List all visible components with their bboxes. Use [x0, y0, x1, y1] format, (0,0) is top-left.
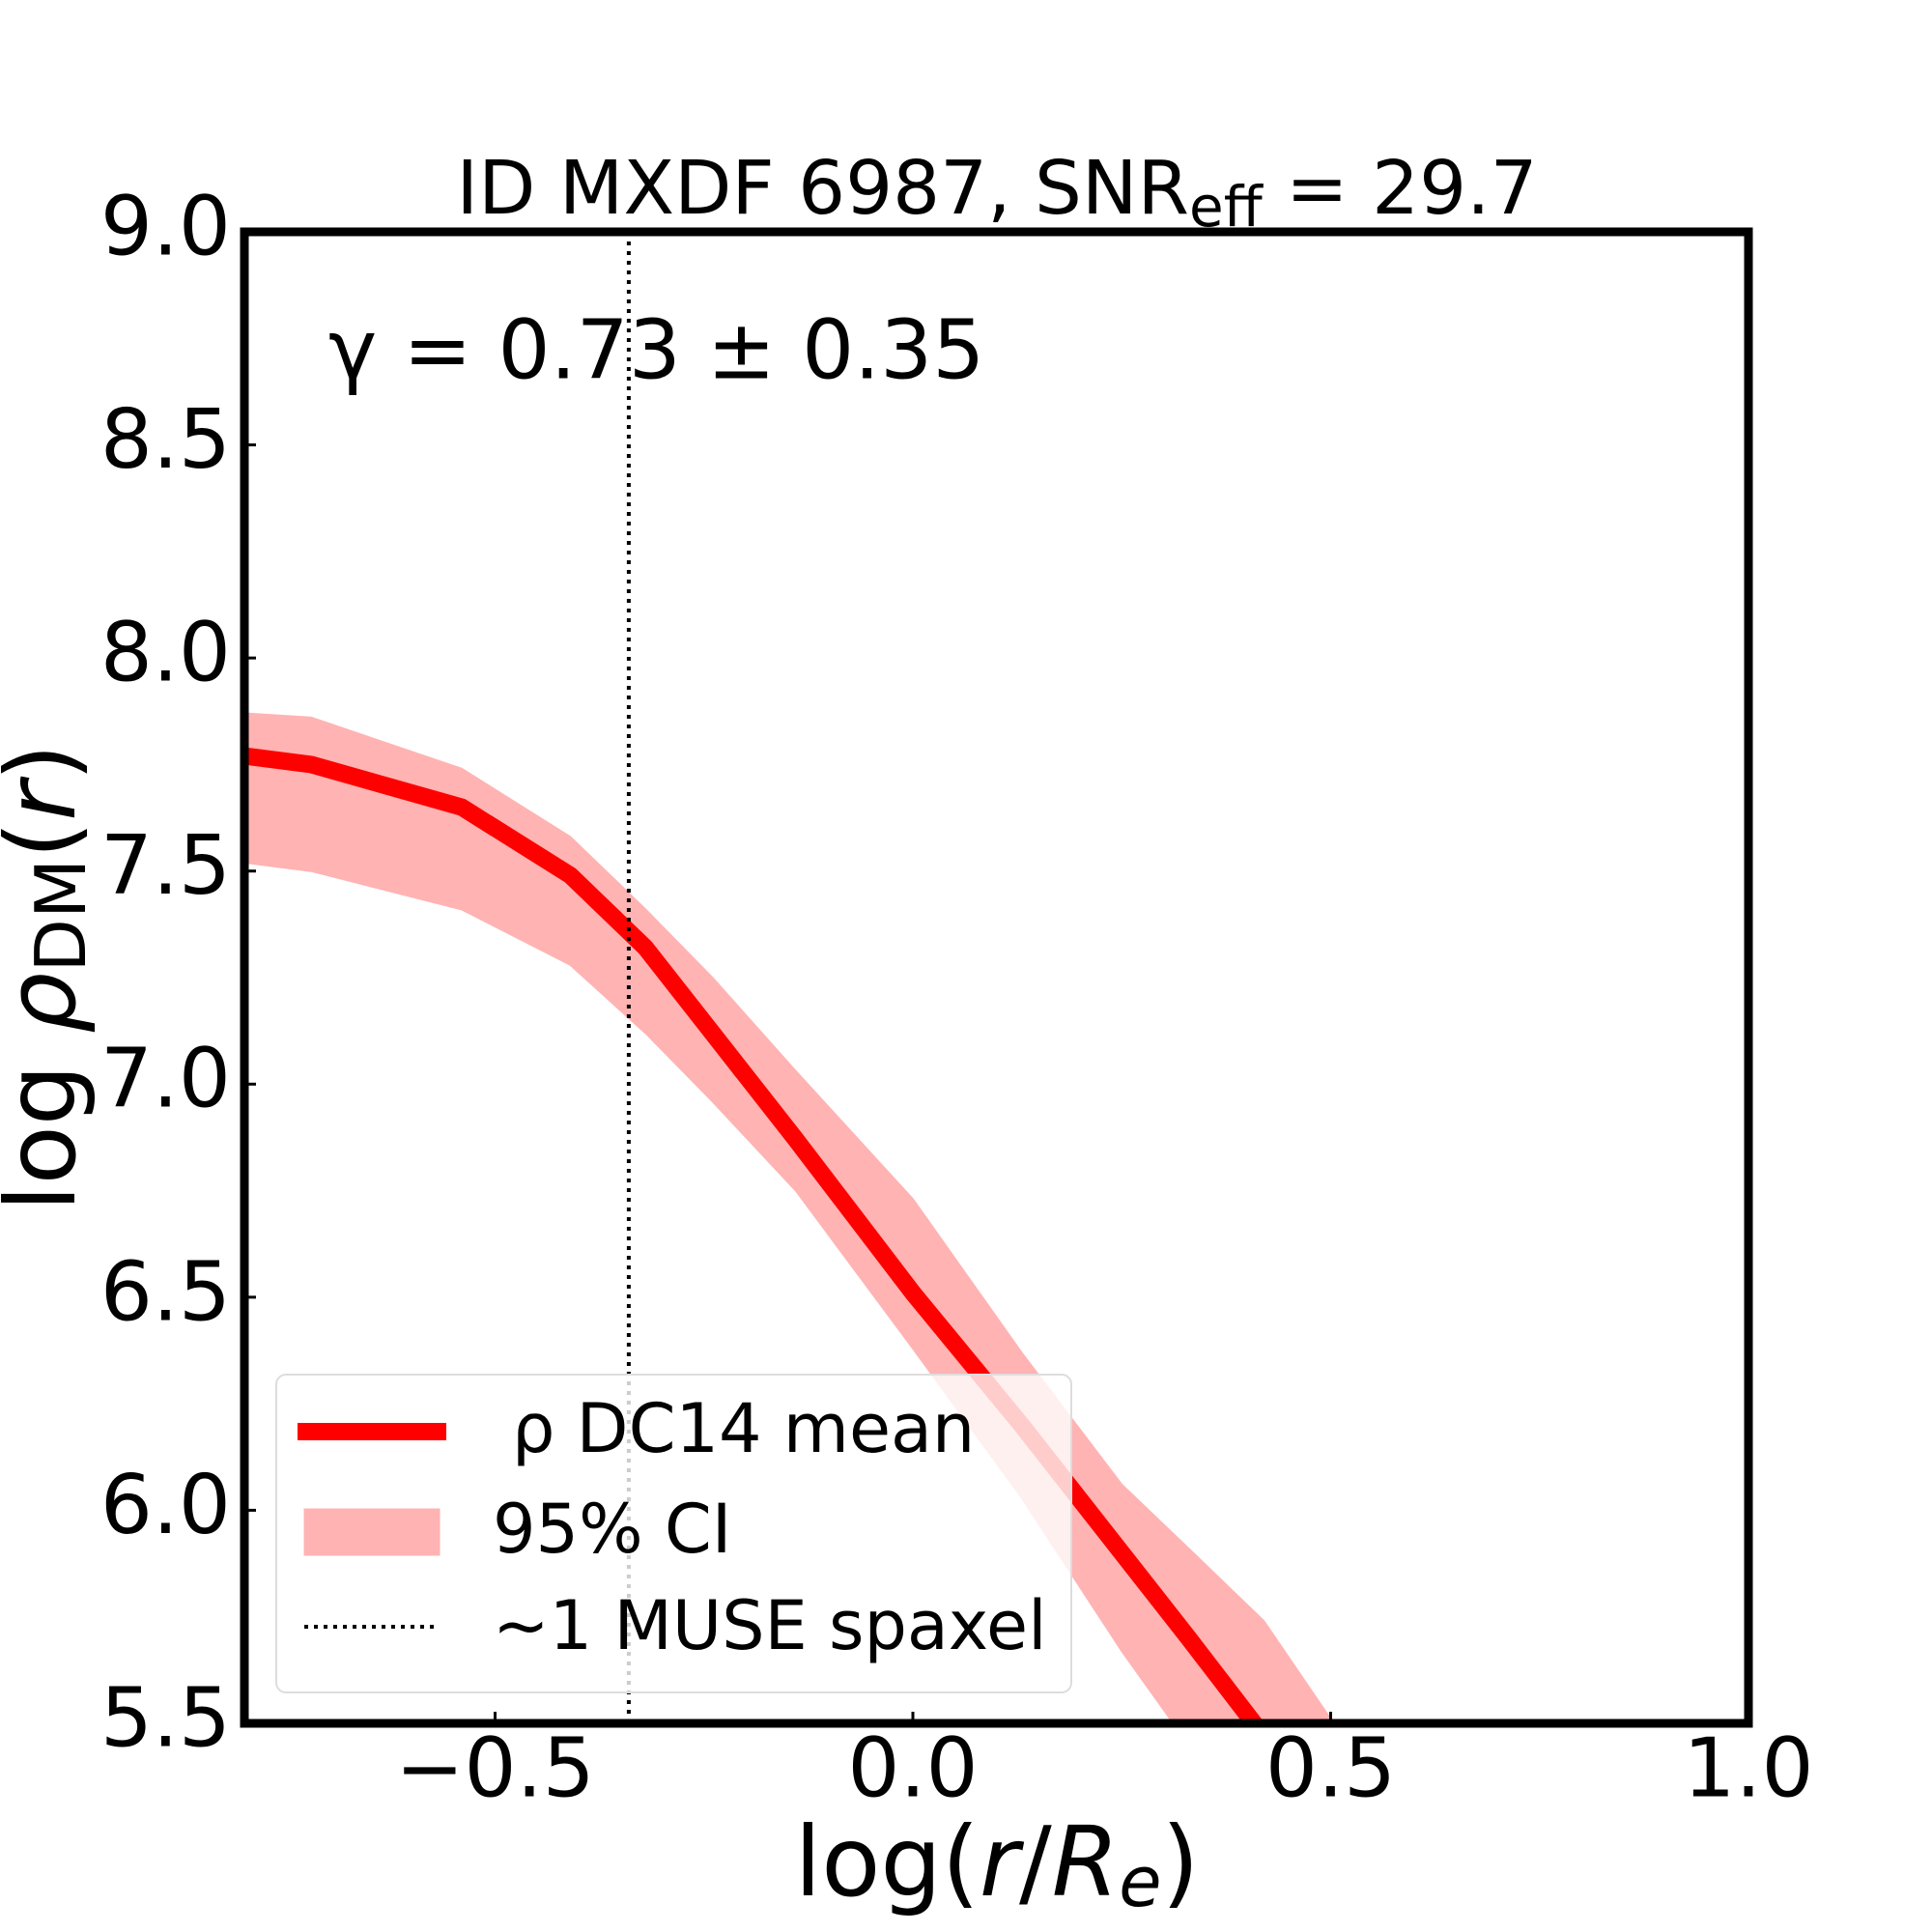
x-tick-label: 1.0 — [1683, 1720, 1813, 1816]
legend-label: 95% CI — [493, 1490, 731, 1569]
y-tick-label: 7.0 — [100, 1032, 231, 1127]
mean-line — [244, 747, 1265, 1723]
y-tick-label: 6.5 — [100, 1244, 231, 1340]
y-tick-label: 8.5 — [100, 392, 231, 488]
y-tick-label: 6.0 — [100, 1458, 231, 1553]
y-tick-label: 9.0 — [100, 179, 231, 274]
x-tick-label: 0.5 — [1265, 1720, 1396, 1816]
y-axis-label: log ρDM(r) — [0, 744, 101, 1211]
legend-band-swatch — [303, 1508, 440, 1556]
legend-label: ρ DC14 mean — [512, 1389, 975, 1468]
annotation: γ = 0.73 ± 0.35 — [328, 302, 984, 398]
y-tick-label: 7.5 — [100, 818, 231, 914]
legend-label: ~1 MUSE spaxel — [493, 1586, 1047, 1665]
x-tick-label: 0.0 — [847, 1720, 978, 1816]
y-tick-label: 5.5 — [100, 1670, 231, 1766]
axes-frame — [240, 227, 1753, 1728]
legend-box — [275, 1374, 1072, 1693]
chart-title: ID MXDF 6987, SNReff = 29.7 — [456, 146, 1537, 240]
y-tick-label: 8.0 — [100, 606, 231, 701]
x-axis-label: log(r/Re) — [794, 1805, 1199, 1921]
x-tick-label: −0.5 — [395, 1720, 594, 1816]
legend: ρ DC14 mean 95% CI ~1 MUSE spaxel — [275, 1374, 1072, 1693]
